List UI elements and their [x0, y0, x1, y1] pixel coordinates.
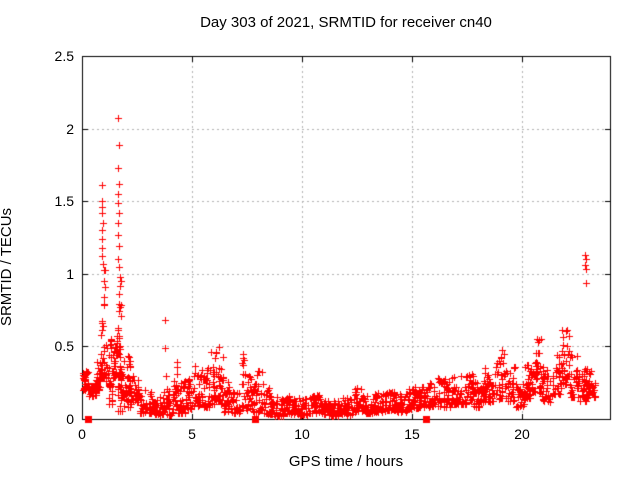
y-tick-label: 2	[66, 121, 74, 137]
x-axis-label: GPS time / hours	[288, 453, 404, 470]
x-tick-label: 20	[514, 426, 530, 442]
y-tick-label: 2.5	[54, 48, 74, 64]
y-tick-label: 0	[66, 411, 74, 427]
y-axis-label: SRMTID / TECUs	[0, 207, 15, 327]
y-tick-label: 1	[66, 266, 74, 282]
y-tick-label: 1.5	[54, 193, 74, 209]
y-tick-label: 0.5	[54, 338, 74, 354]
x-tick-label: 10	[294, 426, 310, 442]
x-tick-label: 15	[404, 426, 420, 442]
chart-title: Day 303 of 2021, SRMTID for receiver cn4…	[200, 14, 492, 31]
x-tick-label: 0	[78, 426, 86, 442]
x-tick-label: 5	[188, 426, 196, 442]
